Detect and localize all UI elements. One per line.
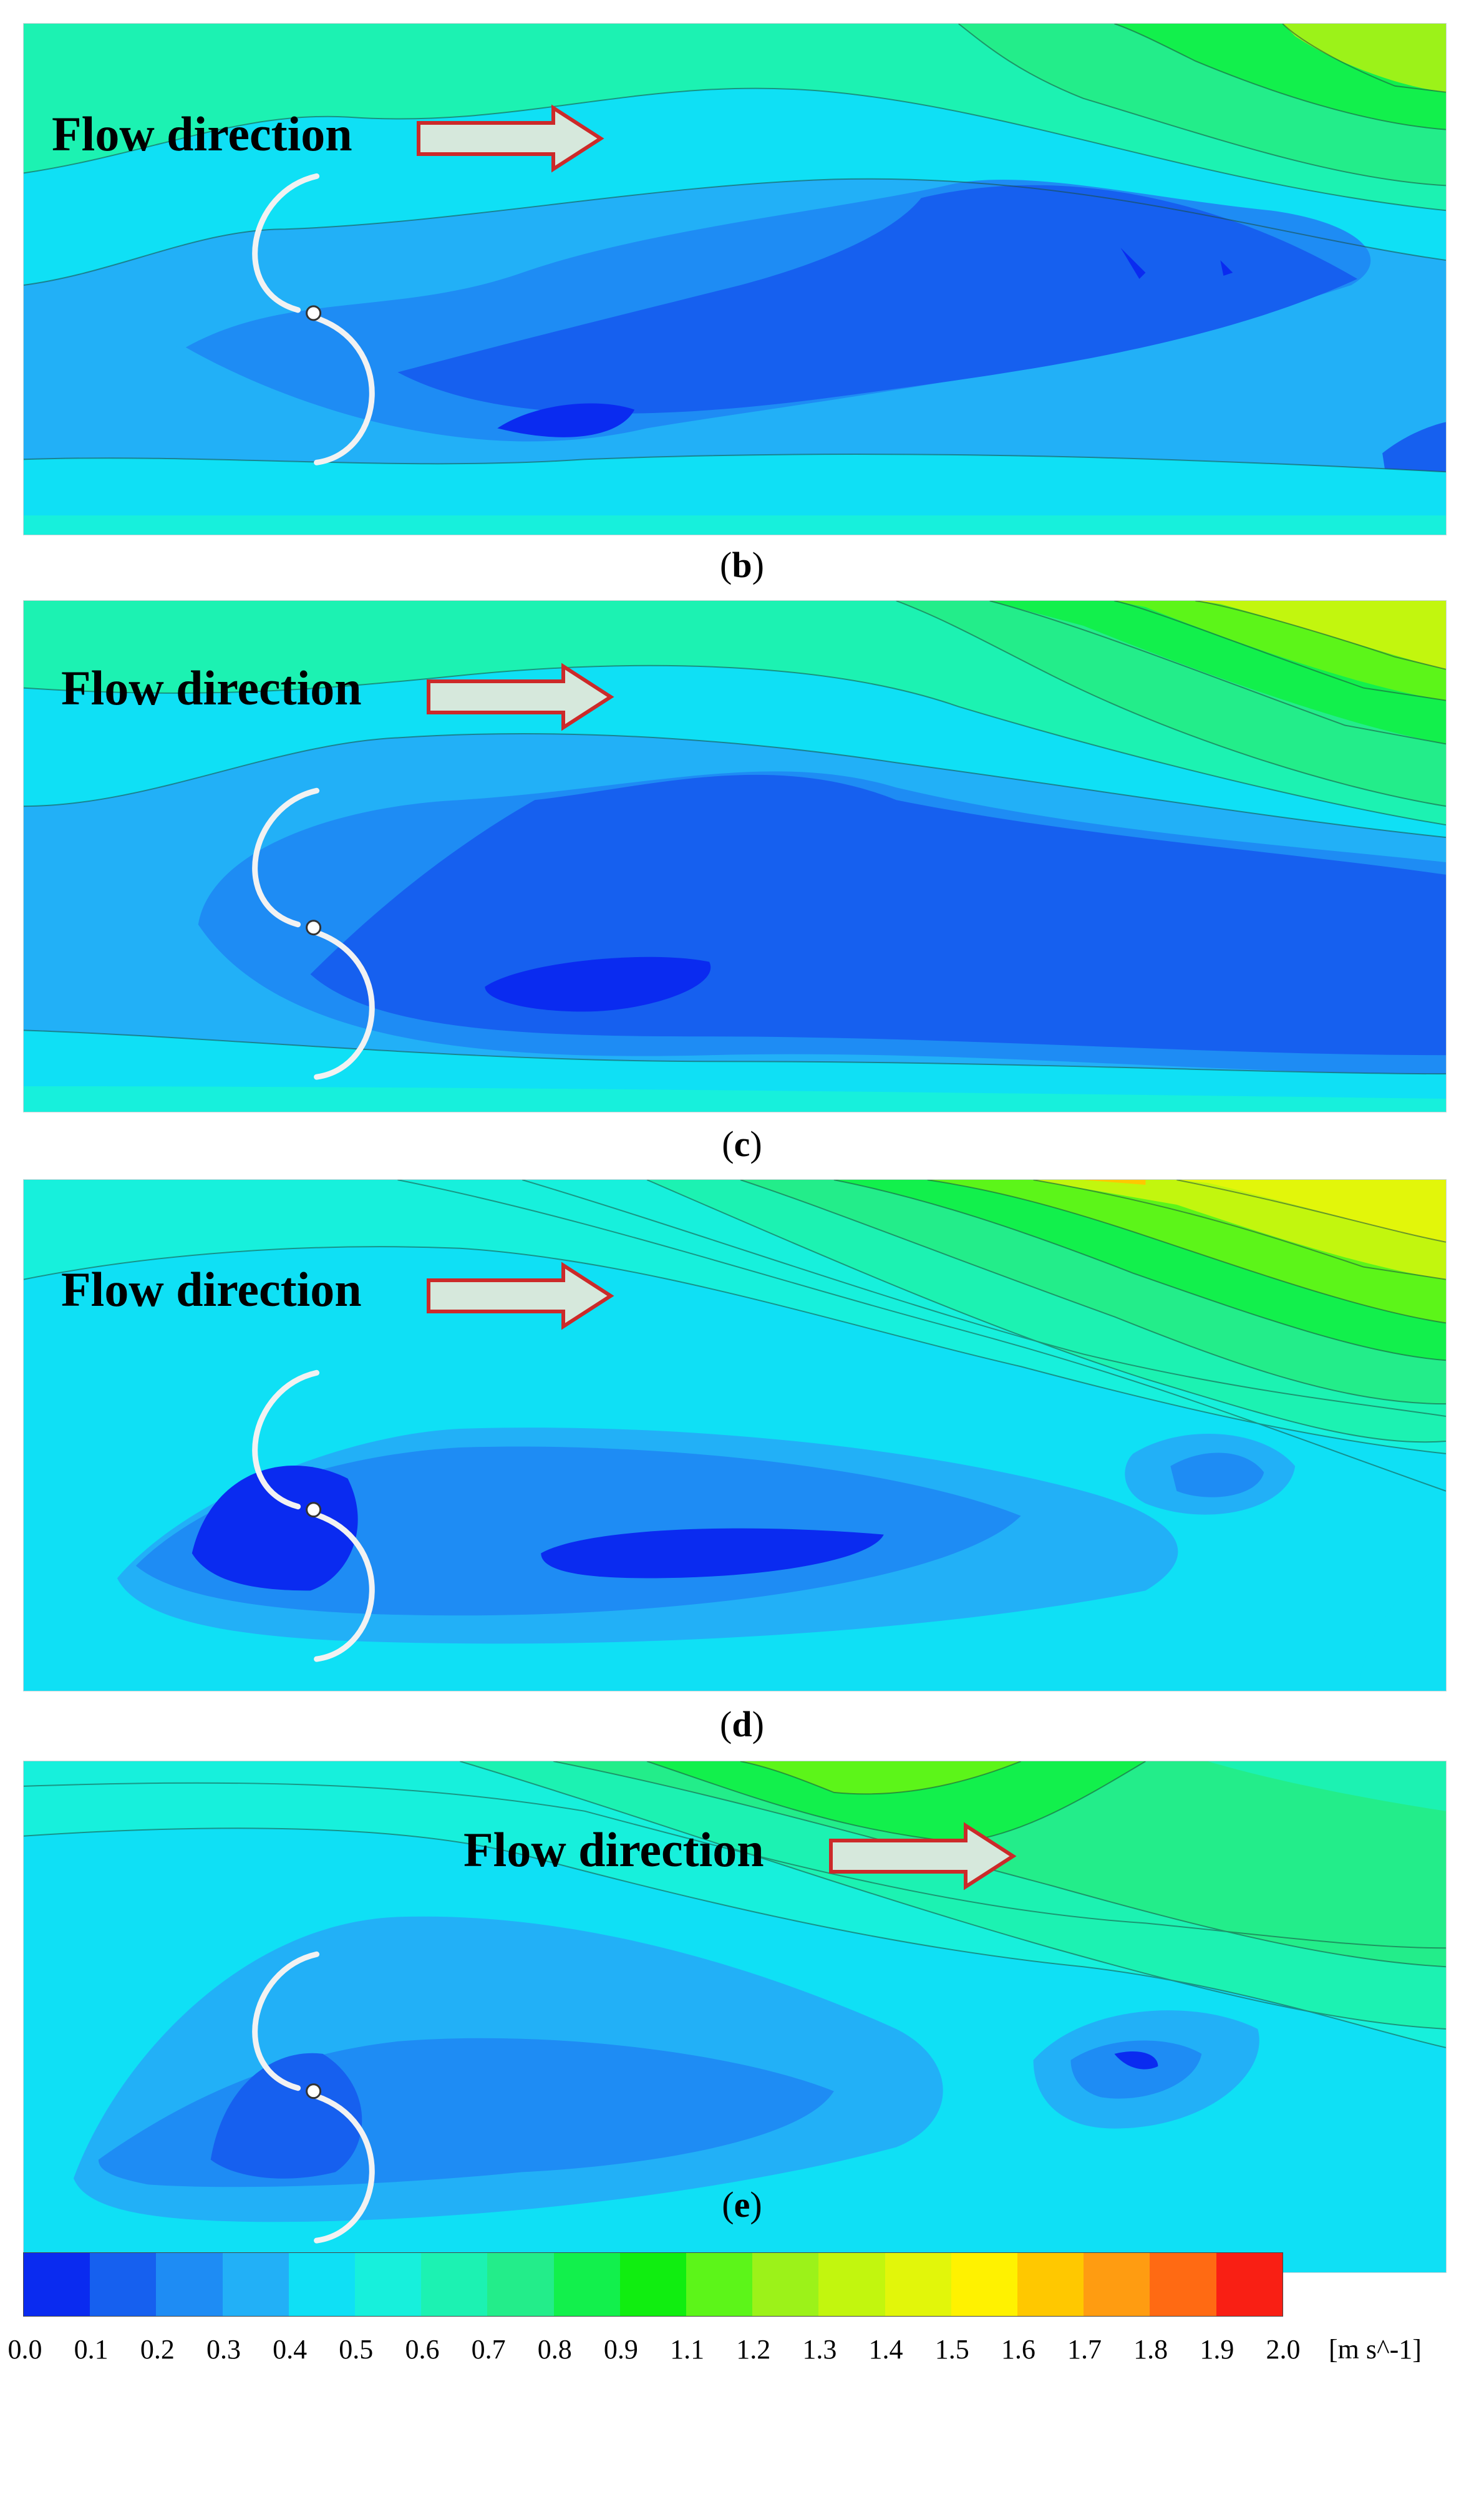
velocity-contour-b [24, 24, 1446, 535]
caption-d: (d) [720, 1704, 764, 1744]
colorbar-tick-label: 0.7 [471, 2334, 506, 2365]
turbine-blades [252, 1369, 375, 1662]
flow-direction-label-d: Flow direction [61, 1262, 362, 1316]
flow-arrow-icon-e [829, 1822, 1017, 1890]
colorbar-tick-label: 1.2 [736, 2334, 771, 2365]
caption-e-letter: e [734, 2184, 750, 2225]
colorbar-swatch [421, 2253, 488, 2316]
colorbar-tick-label: 1.3 [802, 2334, 837, 2365]
colorbar-swatch [355, 2253, 422, 2316]
contour-panel-c [23, 600, 1447, 1112]
colorbar-tick-label: 1.5 [934, 2334, 969, 2365]
colorbar-tick-label: 1.1 [670, 2334, 705, 2365]
caption-c: (c) [722, 1124, 762, 1164]
colorbar-tick-label: 0.9 [603, 2334, 638, 2365]
flow-direction-label-e: Flow direction [463, 1822, 764, 1877]
velocity-colorbar [23, 2252, 1283, 2317]
velocity-contour-d [24, 1180, 1446, 1691]
colorbar-swatch [487, 2253, 554, 2316]
flow-direction-label-b: Flow direction [52, 107, 352, 161]
caption-e-open: ( [722, 2184, 734, 2225]
colorbar-tick-label: 0.2 [140, 2334, 175, 2365]
flow-arrow-icon-d [427, 1262, 614, 1330]
turbine-blades [252, 1951, 375, 2244]
colorbar-tick-label: 0.1 [74, 2334, 109, 2365]
colorbar-ticks: 0.0 0.1 0.2 0.3 0.4 0.5 0.6 0.7 0.8 0.9 1.1 1.2 1.3 1… [0, 2333, 1484, 2377]
colorbar-swatch [1084, 2253, 1150, 2316]
caption-e-shown: (e) [0, 2184, 1484, 2226]
colorbar-swatch [288, 2253, 356, 2316]
colorbar-tick-label: 0.6 [405, 2334, 440, 2365]
turbine-blades [252, 173, 375, 465]
caption-e-close: ) [750, 2184, 762, 2225]
contour-panel-e [23, 1761, 1447, 2273]
colorbar-swatch [24, 2253, 90, 2316]
colorbar-swatch [1017, 2253, 1084, 2316]
colorbar-swatch [156, 2253, 223, 2316]
colorbar-swatch [90, 2253, 157, 2316]
colorbar-tick-label: 0.5 [339, 2334, 374, 2365]
colorbar-tick-label: 0.0 [7, 2334, 42, 2365]
contour-panel-d [23, 1179, 1447, 1691]
colorbar-swatch [752, 2253, 819, 2316]
colorbar-tick-label: 1.8 [1133, 2334, 1168, 2365]
colorbar-swatch [553, 2253, 620, 2316]
flow-arrow-icon-c [427, 663, 614, 731]
velocity-contour-c [24, 601, 1446, 1112]
colorbar-swatch [951, 2253, 1018, 2316]
colorbar-unit: [m s^-1] [1329, 2334, 1422, 2365]
colorbar-swatch [885, 2253, 951, 2316]
colorbar-swatch [222, 2253, 289, 2316]
colorbar-swatch [1216, 2253, 1283, 2316]
colorbar-tick-label: 0.8 [537, 2334, 572, 2365]
colorbar-tick-label: 1.7 [1067, 2334, 1102, 2365]
flow-arrow-icon-b [417, 104, 604, 173]
contour-panel-b [23, 23, 1447, 535]
colorbar-tick-label: 2.0 [1266, 2334, 1301, 2365]
colorbar-tick-label: 1.6 [1001, 2334, 1035, 2365]
colorbar-tick-label: 0.3 [206, 2334, 241, 2365]
colorbar-swatch [619, 2253, 687, 2316]
colorbar-swatch [1150, 2253, 1216, 2316]
colorbar-swatch [686, 2253, 753, 2316]
turbine-blades [252, 787, 375, 1080]
colorbar-tick-label: 1.4 [868, 2334, 903, 2365]
caption-b: (b) [720, 545, 764, 585]
colorbar-tick-label: 0.4 [273, 2334, 308, 2365]
colorbar-swatch [818, 2253, 885, 2316]
velocity-contour-e [24, 1761, 1446, 2272]
flow-direction-label-c: Flow direction [61, 661, 362, 715]
colorbar-tick-label: 1.9 [1200, 2334, 1234, 2365]
